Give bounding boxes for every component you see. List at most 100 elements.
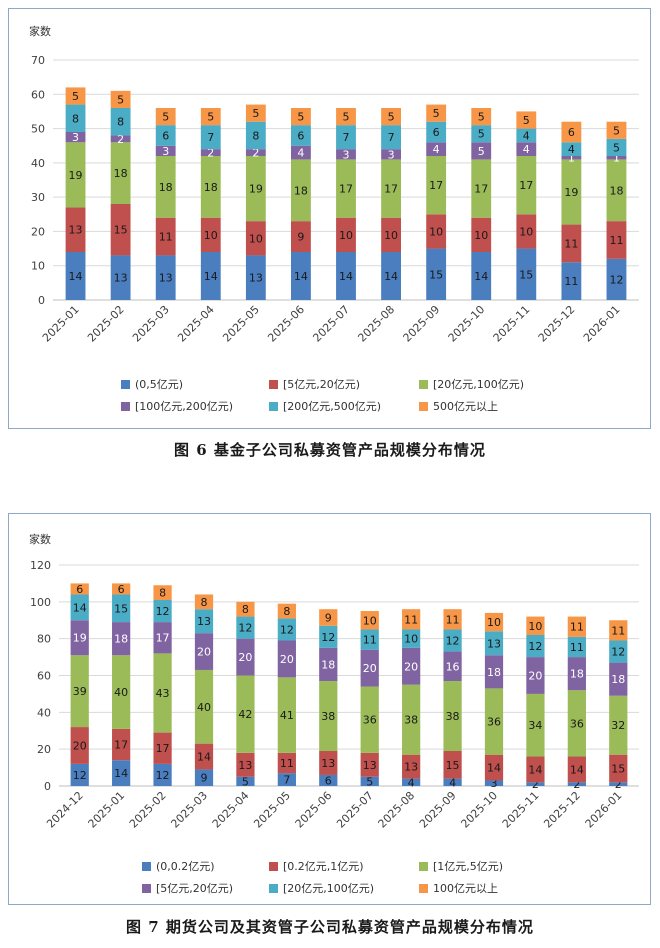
- data-label: 39: [73, 685, 87, 698]
- legend-swatch: [269, 862, 278, 871]
- data-label: 7: [343, 131, 350, 144]
- legend-label: [5亿元,20亿元): [156, 882, 233, 895]
- data-label: 40: [197, 701, 211, 714]
- data-label: 10: [404, 633, 418, 646]
- legend-swatch: [419, 380, 428, 389]
- data-label: 20: [238, 651, 252, 664]
- data-label: 13: [197, 615, 211, 628]
- data-label: 32: [611, 719, 625, 732]
- bar-segment: [443, 609, 462, 630]
- data-label: 17: [384, 183, 398, 196]
- data-label: 7: [388, 131, 395, 144]
- legend-label: (0,0.2亿元): [156, 860, 215, 873]
- data-label: 12: [528, 640, 542, 653]
- data-label: 10: [429, 225, 443, 238]
- data-label: 11: [404, 613, 418, 626]
- bar-segment: [561, 156, 582, 160]
- bar-segment: [153, 732, 172, 764]
- legend-swatch: [269, 402, 278, 411]
- data-label: 18: [487, 666, 501, 679]
- legend-label: [5亿元,20亿元): [283, 378, 360, 391]
- bar-segment: [484, 612, 504, 632]
- data-label: 5: [162, 111, 169, 124]
- data-label: 2: [573, 778, 580, 791]
- data-label: 1: [613, 152, 620, 165]
- legend-label: [20亿元,100亿元): [283, 882, 374, 895]
- data-label: 11: [159, 231, 173, 244]
- x-tick-label: 2025-07: [334, 789, 376, 831]
- data-label: 11: [446, 613, 460, 626]
- bar-segment: [200, 156, 221, 218]
- bar-segment: [319, 625, 338, 648]
- bar-segment: [526, 756, 545, 783]
- figure-caption-fig6: 图 6 基金子公司私募资管产品规模分布情况: [174, 441, 486, 459]
- legend-label: [0.2亿元,1亿元): [283, 860, 364, 873]
- legend-label: [200亿元,500亿元): [283, 400, 381, 413]
- bar-segment: [194, 769, 214, 786]
- data-label: 6: [297, 129, 304, 142]
- data-label: 12: [280, 623, 294, 636]
- bar-segment: [567, 657, 586, 691]
- bar-segment: [70, 583, 89, 595]
- data-label: 18: [159, 181, 173, 194]
- data-label: 13: [363, 759, 377, 772]
- data-label: 12: [446, 635, 460, 648]
- data-label: 17: [156, 742, 170, 755]
- y-tick-label: 50: [31, 123, 45, 136]
- data-label: 5: [252, 107, 259, 120]
- data-label: 10: [474, 229, 488, 242]
- data-label: 11: [570, 621, 584, 634]
- bar-segment: [561, 159, 582, 225]
- bar-segment: [360, 686, 379, 753]
- bar-segment: [155, 145, 176, 156]
- data-label: 10: [339, 229, 353, 242]
- bar-segment: [70, 655, 89, 728]
- bar-segment: [606, 138, 627, 156]
- data-label: 13: [238, 759, 252, 772]
- bar-segment: [155, 156, 176, 218]
- bar-segment: [245, 149, 266, 156]
- data-label: 11: [609, 234, 623, 247]
- x-tick-label: 2025-10: [458, 789, 500, 831]
- data-label: 14: [384, 270, 398, 283]
- bar-segment: [236, 675, 255, 753]
- data-label: 15: [114, 602, 128, 615]
- x-tick-label: 2025-04: [175, 303, 217, 345]
- bar-segment: [336, 149, 356, 160]
- legend-swatch: [121, 402, 130, 411]
- bar-segment: [471, 108, 492, 126]
- data-label: 5: [207, 111, 214, 124]
- x-tick-label: 2026-01: [581, 303, 623, 345]
- data-label: 6: [76, 583, 83, 596]
- stacked-bar-chart-fig7: 家数020406080100120122039191462024-1214174…: [29, 532, 639, 895]
- bar-segment: [484, 688, 504, 755]
- x-tick-label: 2026-01: [583, 789, 625, 831]
- data-label: 8: [117, 116, 124, 129]
- bar-segment: [319, 609, 338, 626]
- data-label: 5: [478, 145, 485, 158]
- bar-segment: [516, 214, 537, 249]
- data-label: 2: [207, 147, 214, 160]
- data-label: 7: [283, 774, 290, 787]
- bar-segment: [245, 255, 266, 300]
- bar-segment: [609, 640, 628, 663]
- data-label: 17: [429, 179, 443, 192]
- data-label: 13: [487, 637, 501, 650]
- bar-segment: [277, 640, 296, 678]
- data-label: 12: [238, 622, 252, 635]
- x-tick-label: 2025-07: [310, 303, 352, 345]
- bar-segment: [526, 634, 545, 658]
- data-label: 19: [73, 632, 87, 645]
- data-label: 18: [294, 184, 308, 197]
- bar-segment: [526, 616, 545, 635]
- bar-segment: [112, 594, 131, 623]
- data-label: 14: [528, 763, 542, 776]
- data-label: 5: [242, 775, 249, 788]
- chart-panel-fig7: 家数 0 20 40 60 80 100 120 12 20 39 19 14 6 2024-12 14 17 4…: [8, 513, 651, 905]
- y-tick-label: 30: [31, 191, 45, 204]
- data-label: 1: [568, 152, 575, 165]
- bar-segment: [112, 760, 131, 786]
- data-label: 9: [325, 611, 332, 624]
- y-tick-label: 40: [37, 706, 51, 719]
- bar-segment: [426, 142, 447, 156]
